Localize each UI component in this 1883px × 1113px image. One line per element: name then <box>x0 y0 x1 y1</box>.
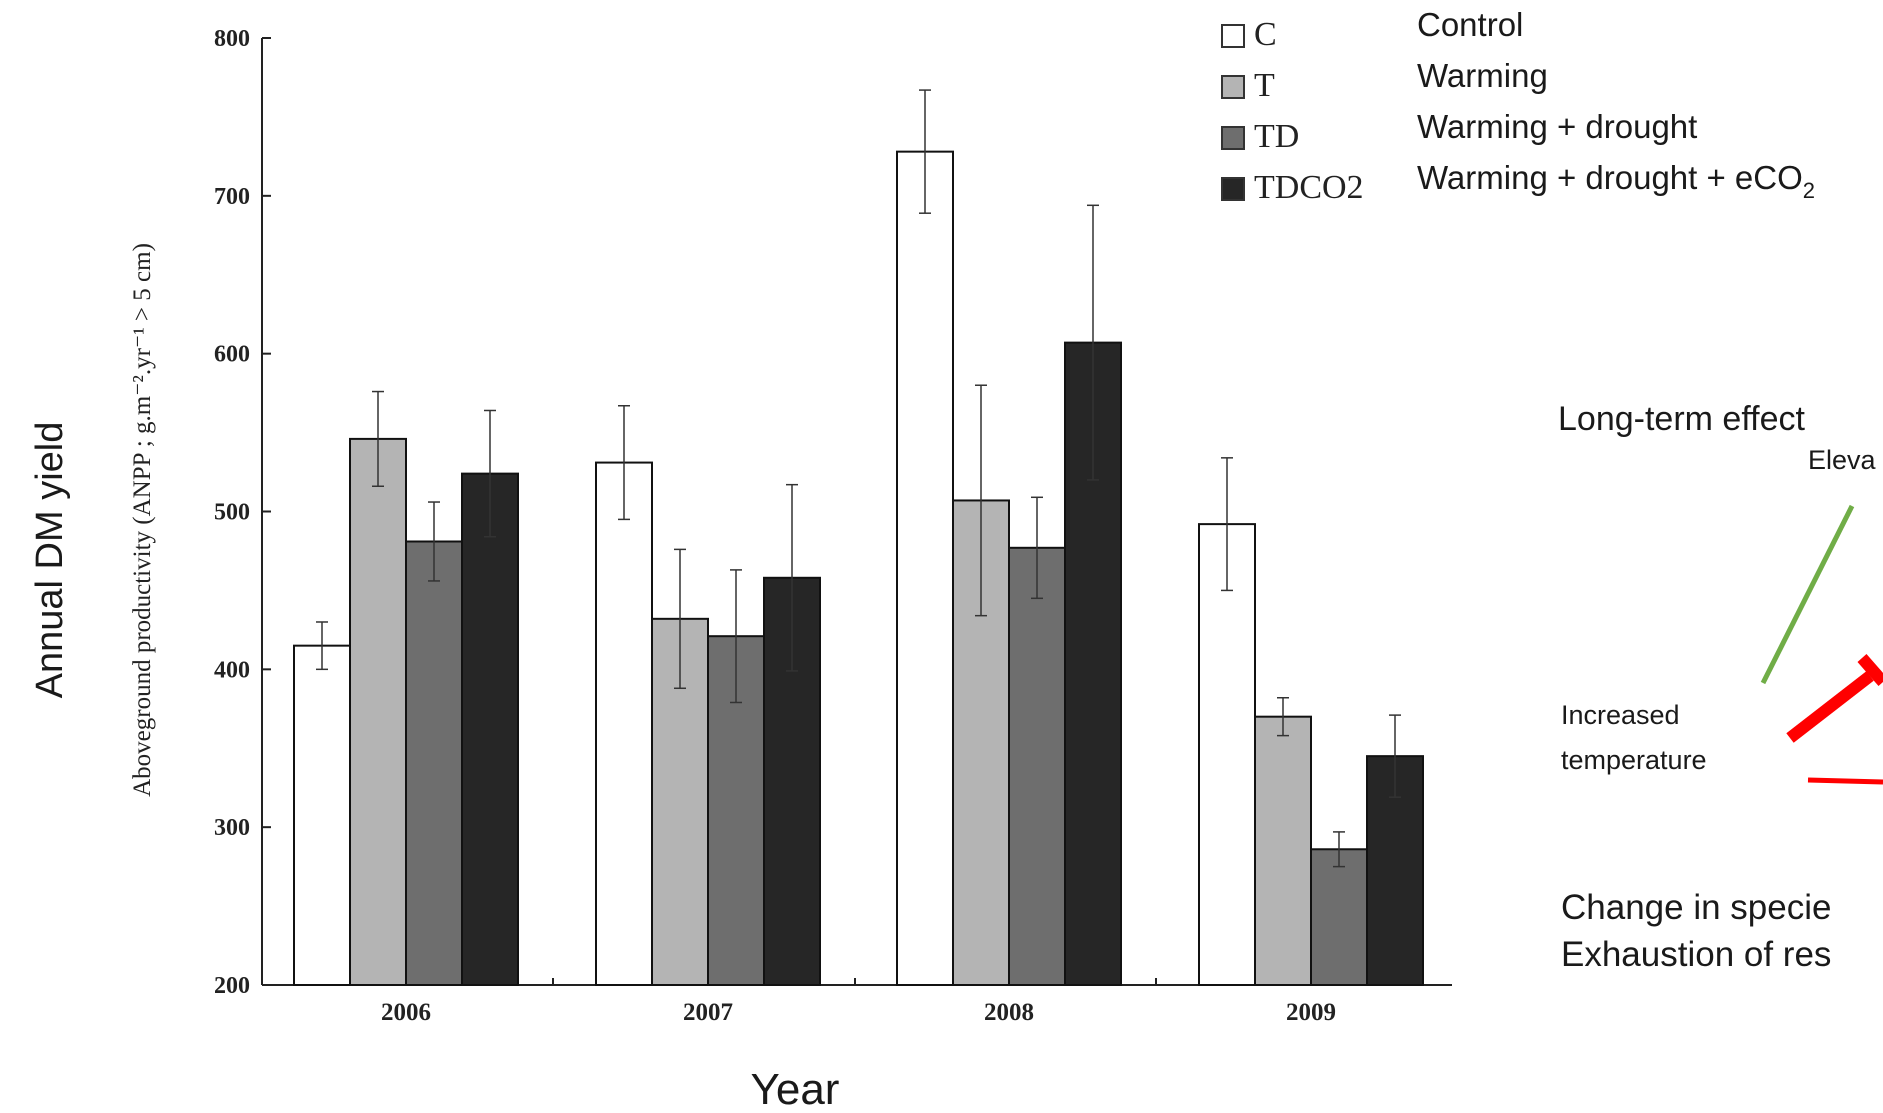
y-tick-label: 200 <box>214 973 250 999</box>
legend-desc-eco2-subscript: 2 <box>1803 178 1815 203</box>
inhibition-line <box>1786 671 1874 743</box>
bar-c-2006 <box>293 644 351 986</box>
bar-tdco2-2006 <box>461 472 519 986</box>
y-tick-label: 600 <box>214 342 250 368</box>
legend-code-tdco2: TDCO2 <box>1254 169 1364 206</box>
legend-desc-warming-drought: Warming + drought <box>1417 108 1697 145</box>
side-panel-title: Long-term effect <box>1558 400 1805 438</box>
y-tick-label: 300 <box>214 815 250 841</box>
bar-td-2006 <box>405 540 463 986</box>
legend-swatch-tdco2 <box>1221 177 1245 201</box>
legend-swatch-c <box>1221 24 1245 48</box>
y-axis-label-inner: Aboveground productivity (ANPP ; g.m⁻².y… <box>129 243 156 797</box>
x-tick-label-2006: 2006 <box>381 999 431 1026</box>
x-tick-label-2009: 2009 <box>1286 999 1336 1026</box>
bar-c-2008 <box>896 150 954 986</box>
x-axis-label: Year <box>751 1065 840 1113</box>
bar-c-2009 <box>1198 523 1256 986</box>
legend-desc-warming-drought-eco2: Warming + drought + eCO2 <box>1417 159 1815 203</box>
bars <box>293 89 1424 987</box>
effect-line-resources: Exhaustion of res <box>1561 935 1832 974</box>
x-tick-label-2007: 2007 <box>683 999 733 1026</box>
x-ticks: 2006 2007 2008 2009 <box>381 978 1336 1026</box>
label-temperature: temperature <box>1561 745 1707 775</box>
y-tick-label: 400 <box>214 657 250 683</box>
y-tick-label: 700 <box>214 184 250 210</box>
legend-swatch-t <box>1221 75 1245 99</box>
bar-t-2006 <box>349 437 407 986</box>
y-tick-label: 800 <box>214 26 250 52</box>
legend-code-t: T <box>1254 67 1275 104</box>
legend-swatches <box>1221 24 1245 201</box>
legend-code-td: TD <box>1254 118 1299 155</box>
label-increased: Increased <box>1561 700 1680 730</box>
legend-desc-control: Control <box>1417 6 1523 43</box>
inhibition-bar <box>1857 654 1883 686</box>
negative-effect-line <box>1807 777 1883 785</box>
legend-code-c: C <box>1254 16 1277 53</box>
effect-line-species: Change in specie <box>1561 888 1832 927</box>
x-tick-label-2008: 2008 <box>984 999 1034 1026</box>
bar-td-2008 <box>1008 546 1066 987</box>
legend-desc-warming: Warming <box>1417 57 1548 94</box>
legend-desc-eco2-main: Warming + drought + eCO <box>1417 159 1803 196</box>
bar-td-2009 <box>1310 848 1368 986</box>
bar-c-2007 <box>595 461 653 986</box>
y-tick-label: 500 <box>214 500 250 526</box>
bar-t-2009 <box>1254 715 1312 987</box>
positive-effect-line <box>1760 504 1855 685</box>
legend-swatch-td <box>1221 126 1245 150</box>
y-ticks: 200 300 400 500 600 700 800 <box>214 26 271 999</box>
label-elevated: Eleva <box>1808 445 1876 475</box>
y-axis-label-outer: Annual DM yield <box>29 422 71 699</box>
